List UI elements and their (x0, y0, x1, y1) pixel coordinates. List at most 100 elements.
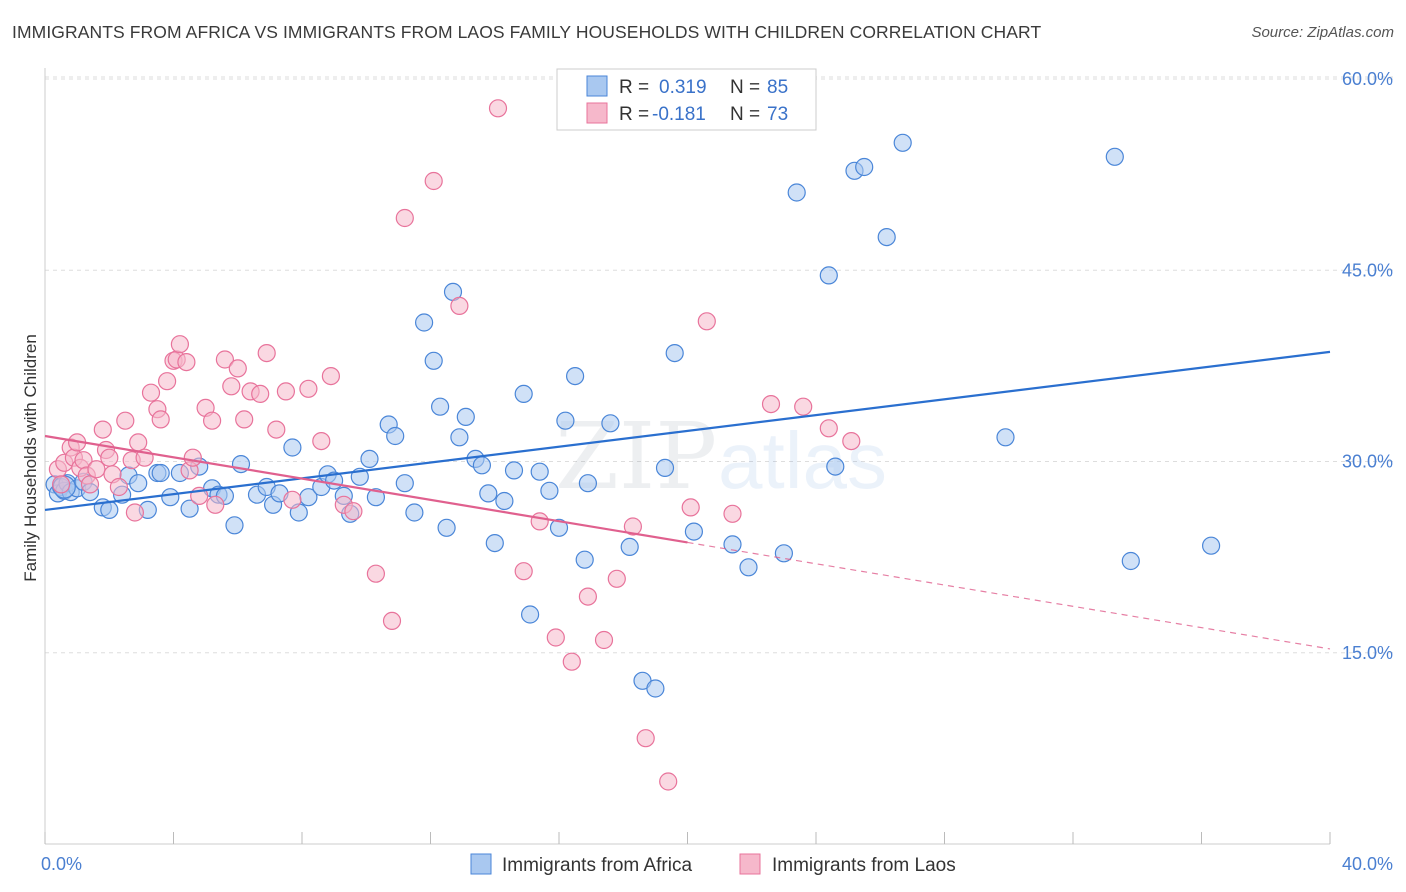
laos-point (488, 99, 508, 118)
laos-point (723, 504, 742, 523)
laos-point (681, 498, 700, 517)
africa-point (655, 458, 675, 477)
africa-point (1121, 551, 1140, 571)
y-tick-label: 60.0% (1342, 69, 1393, 89)
laos-point (206, 495, 225, 514)
legend-r-label-africa: R = (619, 77, 649, 98)
africa-point (456, 407, 475, 426)
laos-point (257, 344, 276, 363)
africa-point (360, 449, 379, 468)
laos-point (203, 411, 222, 430)
laos-point (578, 587, 598, 606)
africa-point (283, 438, 302, 457)
laos-point (235, 410, 254, 429)
watermark-atlas: atlas (718, 416, 887, 505)
africa-point (514, 384, 533, 403)
laos-point (562, 652, 581, 671)
laos-point (129, 433, 148, 452)
stats-legend: R = 0.319 N = 85 R = -0.181 N = 73 (556, 68, 817, 131)
africa-point (565, 367, 585, 386)
africa-point (424, 351, 443, 370)
laos-trend-line (44, 434, 688, 544)
legend-swatch-laos (586, 102, 608, 124)
africa-point (472, 456, 491, 475)
laos-point (636, 729, 655, 748)
watermark-zip: ZIP (555, 403, 717, 510)
africa-point (855, 157, 874, 177)
africa-point (129, 474, 148, 493)
bottom-legend-swatch-laos (739, 853, 761, 875)
africa-point (819, 266, 838, 285)
y-axis-title: Family Households with Children (21, 334, 40, 582)
legend-r-value-africa: 0.319 (659, 77, 707, 98)
laos-point (100, 448, 119, 467)
africa-point (684, 522, 704, 541)
y-tick-label: 45.0% (1342, 260, 1393, 280)
africa-point (100, 500, 119, 519)
africa-point (479, 484, 498, 503)
y-tick-label: 30.0% (1342, 452, 1393, 472)
laos-point (514, 562, 533, 581)
laos-point (697, 312, 716, 331)
laos-point (276, 382, 295, 401)
axes-layer: 15.0% 30.0% 45.0% 60.0% 0.0% 40.0% (41, 68, 1393, 874)
africa-point (161, 488, 180, 507)
laos-point (109, 477, 129, 497)
laos-point (382, 611, 402, 631)
laos-point (842, 432, 861, 451)
watermark: ZIP atlas (555, 403, 887, 510)
africa-point (495, 491, 514, 511)
laos-point (158, 372, 177, 391)
legend-r-value-laos: -0.181 (652, 104, 706, 125)
laos-point (228, 359, 247, 378)
y-tick-label: 15.0% (1342, 643, 1393, 663)
chart-title: IMMIGRANTS FROM AFRICA VS IMMIGRANTS FRO… (12, 22, 1042, 42)
africa-point (485, 533, 504, 553)
x-tick-label: 40.0% (1342, 854, 1393, 874)
laos-point (93, 420, 112, 439)
africa-point (575, 550, 594, 569)
laos-point (151, 410, 170, 429)
laos-point (321, 367, 340, 386)
africa-point (415, 313, 434, 332)
laos-point (80, 475, 100, 494)
africa-point (395, 474, 414, 493)
laos-point (819, 419, 838, 438)
laos-point (546, 628, 565, 647)
series-legend: Immigrants from Africa Immigrants from L… (470, 853, 956, 876)
laos-point (51, 475, 71, 494)
legend-n-value-laos: 73 (767, 104, 788, 125)
laos-point (141, 383, 161, 402)
laos-point (450, 296, 469, 315)
africa-point (665, 344, 684, 363)
africa-point (386, 426, 405, 446)
africa-point (540, 481, 559, 500)
africa-point (877, 228, 896, 247)
laos-point (761, 395, 781, 414)
laos-point (267, 420, 286, 439)
trend-layer (44, 350, 1331, 650)
legend-n-label-laos: N = (730, 104, 760, 125)
laos-point (594, 630, 614, 650)
laos-point (87, 460, 106, 479)
bottom-legend-swatch-africa (470, 853, 492, 875)
africa-point (601, 414, 620, 433)
laos-point (607, 569, 626, 588)
laos-point (170, 335, 189, 354)
series-laos-points (48, 99, 861, 791)
laos-point (659, 772, 678, 791)
bottom-legend-label-africa: Immigrants from Africa (502, 855, 692, 876)
africa-point (180, 499, 199, 518)
laos-point (183, 448, 202, 467)
laos-point (395, 208, 414, 228)
legend-r-label-laos: R = (619, 104, 649, 125)
laos-point (215, 350, 234, 369)
laos-point (344, 502, 363, 521)
africa-point (556, 411, 575, 430)
africa-point (431, 397, 450, 416)
bottom-legend-label-laos: Immigrants from Laos (772, 855, 956, 876)
legend-n-value-africa: 85 (767, 77, 788, 98)
africa-point (1201, 536, 1221, 555)
laos-trend-line-extension (687, 541, 1331, 650)
